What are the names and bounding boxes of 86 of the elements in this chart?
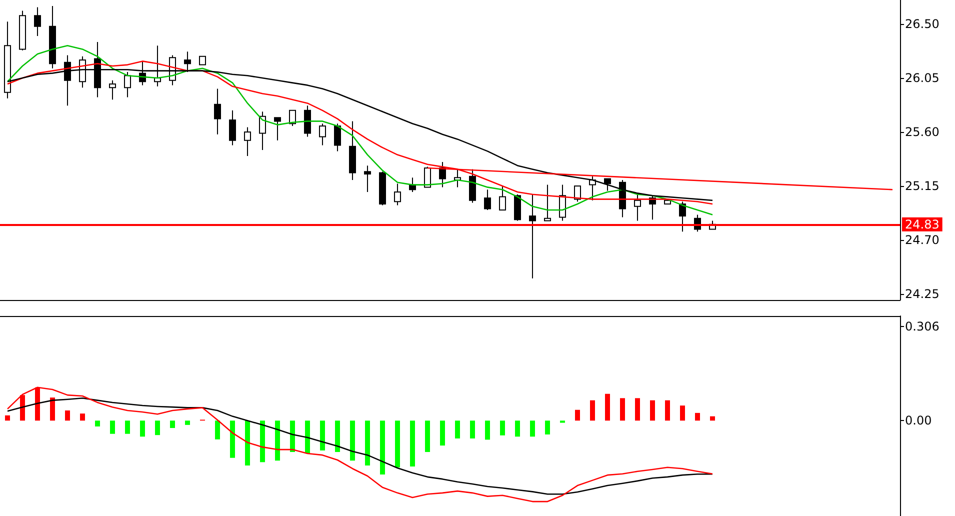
candlestick xyxy=(679,201,686,232)
bar xyxy=(350,420,355,461)
bar xyxy=(440,420,445,446)
candlestick xyxy=(199,56,206,66)
bar xyxy=(620,398,625,421)
candlestick xyxy=(394,183,401,206)
candlestick xyxy=(529,194,536,279)
candlestick xyxy=(499,186,506,210)
bar xyxy=(110,420,115,434)
candlestick xyxy=(604,178,611,192)
y-tick-label: 25.60 xyxy=(905,125,940,139)
candlestick xyxy=(379,171,386,206)
bar xyxy=(665,400,670,421)
candlestick xyxy=(109,80,116,100)
bar xyxy=(650,400,655,421)
candlestick xyxy=(409,177,416,192)
candlestick xyxy=(229,110,236,146)
candlestick xyxy=(49,6,56,69)
y-tick-label: 24.25 xyxy=(905,287,940,301)
bar xyxy=(80,414,85,421)
candlestick xyxy=(514,194,521,222)
bar xyxy=(305,420,310,454)
candlestick xyxy=(484,189,491,210)
y-tick-label: 0.00 xyxy=(905,414,932,428)
ref-line-label: 24.83 xyxy=(905,217,940,232)
bar xyxy=(65,410,70,421)
bar xyxy=(5,415,10,421)
bar xyxy=(500,420,505,436)
bar xyxy=(695,412,700,421)
bar xyxy=(50,398,55,421)
candlestick xyxy=(319,123,326,146)
bar xyxy=(95,420,100,426)
bar xyxy=(575,410,580,421)
y-tick-label: 26.50 xyxy=(905,17,940,31)
bar xyxy=(20,395,25,421)
line-series xyxy=(6,398,714,495)
bar xyxy=(590,400,595,421)
candlestick xyxy=(34,6,41,36)
candlestick xyxy=(454,168,461,188)
bar xyxy=(245,420,250,466)
candlestick xyxy=(469,168,476,204)
bar xyxy=(710,416,715,421)
bar xyxy=(530,420,535,437)
y-tick-label: 0.306 xyxy=(905,319,940,334)
bar xyxy=(290,420,295,452)
bar xyxy=(155,420,160,436)
bar xyxy=(125,420,130,434)
line-series xyxy=(6,44,714,216)
bar xyxy=(215,420,220,440)
bar xyxy=(680,406,685,421)
bar xyxy=(605,394,610,421)
line-series xyxy=(6,386,714,502)
bar xyxy=(170,420,175,428)
bar xyxy=(230,420,235,458)
bar xyxy=(275,420,280,461)
candlestick xyxy=(349,120,356,180)
bar xyxy=(635,398,640,421)
candlestick xyxy=(274,117,281,141)
bar xyxy=(545,420,550,434)
bar xyxy=(335,420,340,452)
candlestick xyxy=(244,126,251,156)
y-tick-label: 25.15 xyxy=(905,179,940,193)
candlestick xyxy=(304,105,311,138)
candlestick xyxy=(124,72,131,98)
bar xyxy=(425,420,430,452)
candlestick xyxy=(364,165,371,192)
candlestick xyxy=(334,123,341,152)
bar xyxy=(140,420,145,437)
bar xyxy=(365,420,370,466)
candlestick xyxy=(19,10,26,51)
bar xyxy=(320,420,325,450)
bar xyxy=(485,420,490,440)
bar xyxy=(470,420,475,438)
bar xyxy=(410,420,415,466)
bar xyxy=(260,420,265,462)
bar xyxy=(395,420,400,468)
candlestick xyxy=(664,200,671,204)
candlestick xyxy=(214,88,221,135)
candlestick xyxy=(544,184,551,222)
bar xyxy=(185,420,190,425)
candlestick xyxy=(259,111,266,150)
y-tick-label: 26.05 xyxy=(905,71,940,85)
y-tick-label: 24.70 xyxy=(905,233,940,247)
bar xyxy=(515,420,520,437)
bar xyxy=(380,420,385,474)
bar xyxy=(455,420,460,438)
